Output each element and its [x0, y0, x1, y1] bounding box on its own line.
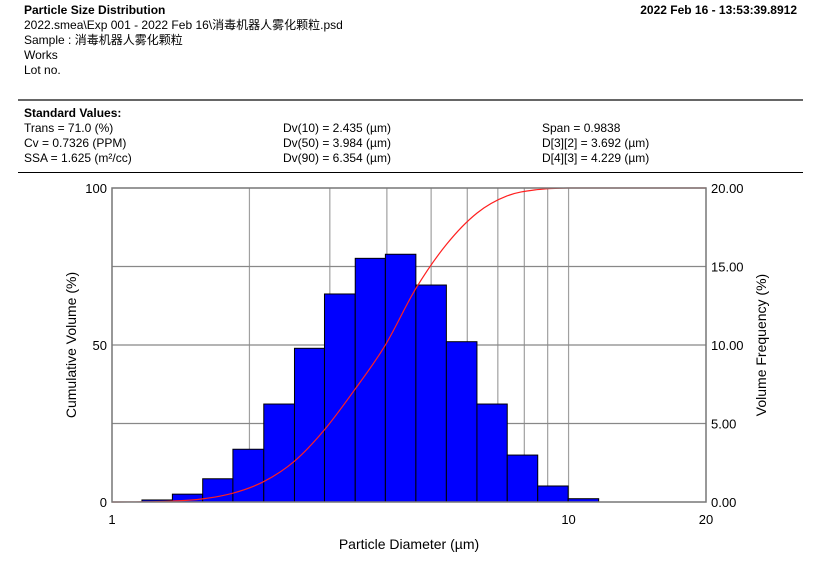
plot-frame: [111, 187, 707, 503]
d43-value: D[4][3] = 4.229 (µm): [542, 151, 650, 165]
file-path: 2022.smea\Exp 001 - 2022 Feb 16\消毒机器人雾化颗…: [24, 18, 343, 32]
frequency-bar: [323, 293, 356, 503]
frequency-bar: [293, 347, 325, 503]
d32-value: D[3][2] = 3.692 (µm): [542, 136, 650, 150]
x-tick-label: 10: [561, 512, 575, 527]
frequency-bar: [537, 485, 569, 503]
y2-tick-label: 20.00: [711, 181, 744, 196]
frequency-bar: [415, 284, 447, 503]
frequency-bar: [506, 454, 539, 503]
cv-value: Cv = 0.7326 (PPM): [24, 136, 127, 150]
report-title: Particle Size Distribution: [24, 3, 166, 17]
dv90-value: Dv(90) = 6.354 (µm): [283, 151, 391, 165]
span-value: Span = 0.9838: [542, 121, 621, 135]
sample-name: Sample : 消毒机器人雾化颗粒: [24, 33, 183, 47]
y-tick-label: 100: [85, 181, 107, 196]
works-label: Works: [24, 48, 58, 62]
y-tick-label: 50: [93, 338, 107, 353]
dv50-value: Dv(50) = 3.984 (µm): [283, 136, 391, 150]
y2-tick-label: 5.00: [711, 417, 736, 432]
trans-value: Trans = 71.0 (%): [24, 121, 114, 135]
y2-tick-label: 0.00: [711, 495, 736, 510]
frequency-bar: [476, 403, 508, 503]
dv10-value: Dv(10) = 2.435 (µm): [283, 121, 391, 135]
frequency-bar: [354, 257, 386, 503]
frequency-bars: [141, 253, 600, 503]
y-axis-label: Cumulative Volume (%): [63, 272, 79, 418]
y-tick-label: 0: [100, 495, 107, 510]
divider: [18, 99, 803, 101]
x-tick-label: 1: [108, 512, 115, 527]
frequency-bar: [263, 403, 295, 503]
y2-tick-label: 10.00: [711, 338, 744, 353]
standard-values-heading: Standard Values:: [24, 106, 122, 120]
frequency-bar: [232, 448, 265, 503]
frequency-bar: [445, 341, 478, 503]
y2-axis-label: Volume Frequency (%): [753, 274, 769, 416]
x-axis-label: Particle Diameter (µm): [339, 536, 479, 552]
lot-label: Lot no.: [24, 63, 61, 77]
timestamp: 2022 Feb 16 - 13:53:39.8912: [640, 3, 797, 17]
tick-labels: 1 10 20 0 50 100 0.00 5.00 10.00 15.00 20.00: [85, 181, 743, 527]
y2-tick-label: 15.00: [711, 260, 744, 275]
frequency-bar: [384, 253, 417, 503]
x-tick-label: 20: [699, 512, 713, 527]
ssa-value: SSA = 1.625 (m²/cc): [24, 151, 132, 165]
divider: [18, 172, 803, 173]
